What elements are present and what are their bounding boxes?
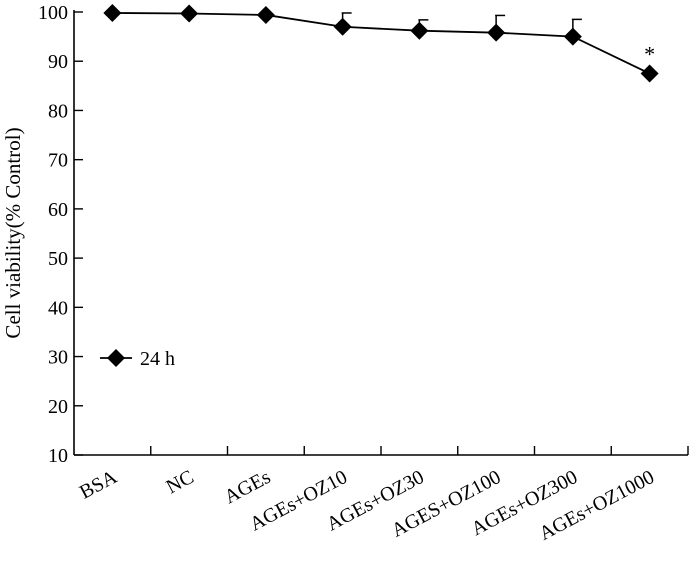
data-point [180, 4, 199, 23]
x-tick-label: NC [163, 466, 198, 498]
y-tick-label: 100 [38, 2, 68, 24]
legend: 24 h [100, 348, 175, 370]
data-point [256, 5, 275, 24]
data-point [640, 64, 659, 83]
y-tick-label: 90 [48, 51, 68, 73]
data-point [410, 21, 429, 40]
data-point [563, 27, 582, 46]
data-point [103, 3, 122, 22]
y-tick-label: 10 [48, 445, 68, 467]
y-tick-label: 80 [48, 100, 68, 122]
annotations: * [644, 42, 655, 67]
y-tick-label: 40 [48, 297, 68, 319]
series [103, 3, 659, 83]
y-tick-label: 20 [48, 396, 68, 418]
x-tick-label: AGEs [221, 466, 275, 508]
legend-marker [107, 349, 125, 367]
y-ticks: 10 20 30 40 50 60 70 80 90 100 [38, 2, 83, 467]
x-ticks: BSA NC AGEsAGEs+OZ10AGEs+OZ30AGES+OZ100AGE… [76, 446, 689, 545]
significance-marker: * [644, 42, 655, 67]
legend-label: 24 h [140, 348, 175, 370]
error-bars [341, 12, 582, 37]
y-tick-label: 30 [48, 347, 68, 369]
data-point [487, 23, 506, 42]
y-tick-label: 50 [48, 248, 68, 270]
x-tick-label: BSA [76, 466, 121, 504]
y-tick-label: 70 [48, 150, 68, 172]
data-point [333, 17, 352, 36]
axes [73, 10, 688, 456]
y-axis-label: Cell viability(% Control) [1, 127, 25, 338]
series-line [112, 12, 651, 75]
y-tick-label: 60 [48, 199, 68, 221]
